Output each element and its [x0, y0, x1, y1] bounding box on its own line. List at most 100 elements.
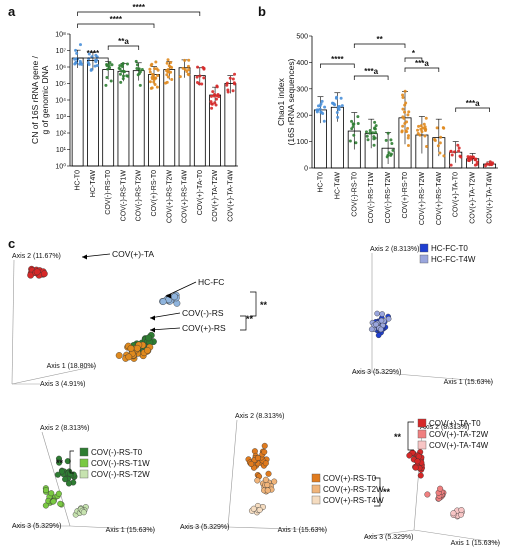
ordination-point	[133, 344, 141, 352]
legend-swatch-c2	[419, 254, 429, 264]
data-point	[354, 141, 358, 145]
axis-label-2-c1b: Axis 2 (11.67%)	[14, 256, 22, 259]
data-point	[335, 110, 339, 114]
data-point	[420, 130, 424, 134]
data-point	[93, 59, 97, 63]
data-point	[187, 58, 191, 62]
y-axis-title-b: (16S rRNA sequences)	[286, 58, 296, 145]
data-point	[105, 76, 109, 80]
ordination-point	[256, 506, 263, 513]
legend-label-c4: COV(+)-RS-T2W	[323, 485, 384, 494]
data-point	[200, 82, 204, 86]
ordination-point	[250, 505, 257, 512]
ordination-point	[450, 510, 457, 517]
data-point	[319, 110, 323, 114]
y-tick-label-a: 10⁷	[56, 48, 67, 55]
significance-bracket-c5	[407, 421, 414, 451]
data-point	[87, 52, 91, 56]
ordination-point	[55, 490, 62, 497]
ordination-point	[64, 458, 71, 465]
data-point	[403, 121, 407, 125]
axis-label-1-c5: Axis 1 (15.63%)	[451, 540, 500, 547]
category-label: COV(+)-RS-T0	[151, 170, 158, 217]
data-point	[121, 77, 125, 81]
category-label: COV(+)-TA-T2W	[212, 170, 219, 222]
data-point	[186, 64, 190, 68]
data-point	[231, 89, 235, 93]
data-point	[137, 67, 141, 71]
arrowhead-c1	[166, 293, 171, 299]
axis-label-1-c4: Axis 1 (15.63%)	[278, 527, 327, 534]
arrowhead-c1	[150, 327, 155, 333]
data-point	[135, 63, 139, 67]
data-point	[340, 104, 344, 108]
y-tick-label-a: 10⁸	[55, 32, 66, 39]
data-point	[153, 76, 157, 80]
data-point	[195, 81, 199, 85]
y-tick-label-a: 10⁶	[55, 65, 66, 72]
ordination-point	[65, 480, 72, 487]
data-point	[181, 66, 185, 70]
ordination-point	[378, 317, 385, 324]
panel-label-a: a	[8, 4, 16, 19]
data-point	[121, 74, 125, 78]
data-point	[148, 70, 152, 74]
category-label: COV(+)-TA-T0	[197, 170, 204, 215]
axis-label-3-c4: Axis 3 (5.329%)	[180, 524, 229, 531]
data-point	[166, 75, 170, 79]
data-point	[407, 110, 411, 114]
data-point	[400, 129, 404, 133]
ordination-point	[115, 352, 123, 359]
data-point	[449, 149, 453, 153]
axis-label-3-c5: Axis 3 (5.329%)	[364, 534, 413, 541]
data-point	[154, 60, 158, 64]
data-point	[352, 122, 356, 126]
data-point	[406, 126, 410, 130]
data-point	[170, 78, 174, 82]
data-point	[165, 61, 169, 65]
data-point	[456, 143, 460, 147]
ordination-point	[265, 470, 272, 477]
bar	[224, 83, 237, 167]
ordination-point	[417, 472, 424, 479]
legend-label-c3: COV(-)-RS-T1W	[91, 459, 150, 468]
data-point	[373, 127, 377, 131]
data-point	[422, 122, 426, 126]
axis-line-1-c5	[413, 529, 501, 544]
data-point	[226, 90, 230, 94]
significance-label-c1: **	[260, 300, 268, 310]
data-point	[94, 53, 98, 57]
group-label-c1: HC-FC	[198, 277, 224, 287]
data-point	[470, 155, 474, 159]
ordination-point	[378, 326, 384, 333]
category-label: COV(-)-RS-T2W	[136, 170, 143, 222]
data-point	[202, 67, 206, 71]
ordination-point	[80, 509, 87, 516]
data-point	[368, 131, 372, 135]
legend-label-c2: HC-FC-T4W	[431, 255, 476, 264]
data-point	[404, 129, 408, 133]
data-point	[366, 138, 370, 142]
legend-swatch-c4	[311, 495, 321, 505]
bar	[178, 67, 191, 167]
data-point	[74, 48, 78, 52]
data-point	[148, 67, 152, 71]
data-point	[95, 64, 99, 68]
significance-bracket	[77, 57, 109, 62]
data-point	[89, 68, 93, 72]
data-point	[389, 138, 393, 142]
ordination-point	[145, 334, 152, 342]
data-point	[384, 138, 388, 142]
ordination-point	[414, 458, 421, 465]
data-point	[166, 68, 170, 72]
data-point	[210, 106, 214, 110]
y-tick-label-b: 0	[304, 166, 308, 173]
category-label: COV(+)-RS-T4W	[182, 170, 189, 223]
data-point	[118, 72, 122, 76]
data-point	[438, 151, 442, 155]
legend-swatch-c5	[417, 440, 427, 450]
data-point	[118, 64, 122, 68]
category-label: COV(+)-RS-T0	[402, 172, 409, 219]
legend-swatch-c4	[311, 473, 321, 483]
